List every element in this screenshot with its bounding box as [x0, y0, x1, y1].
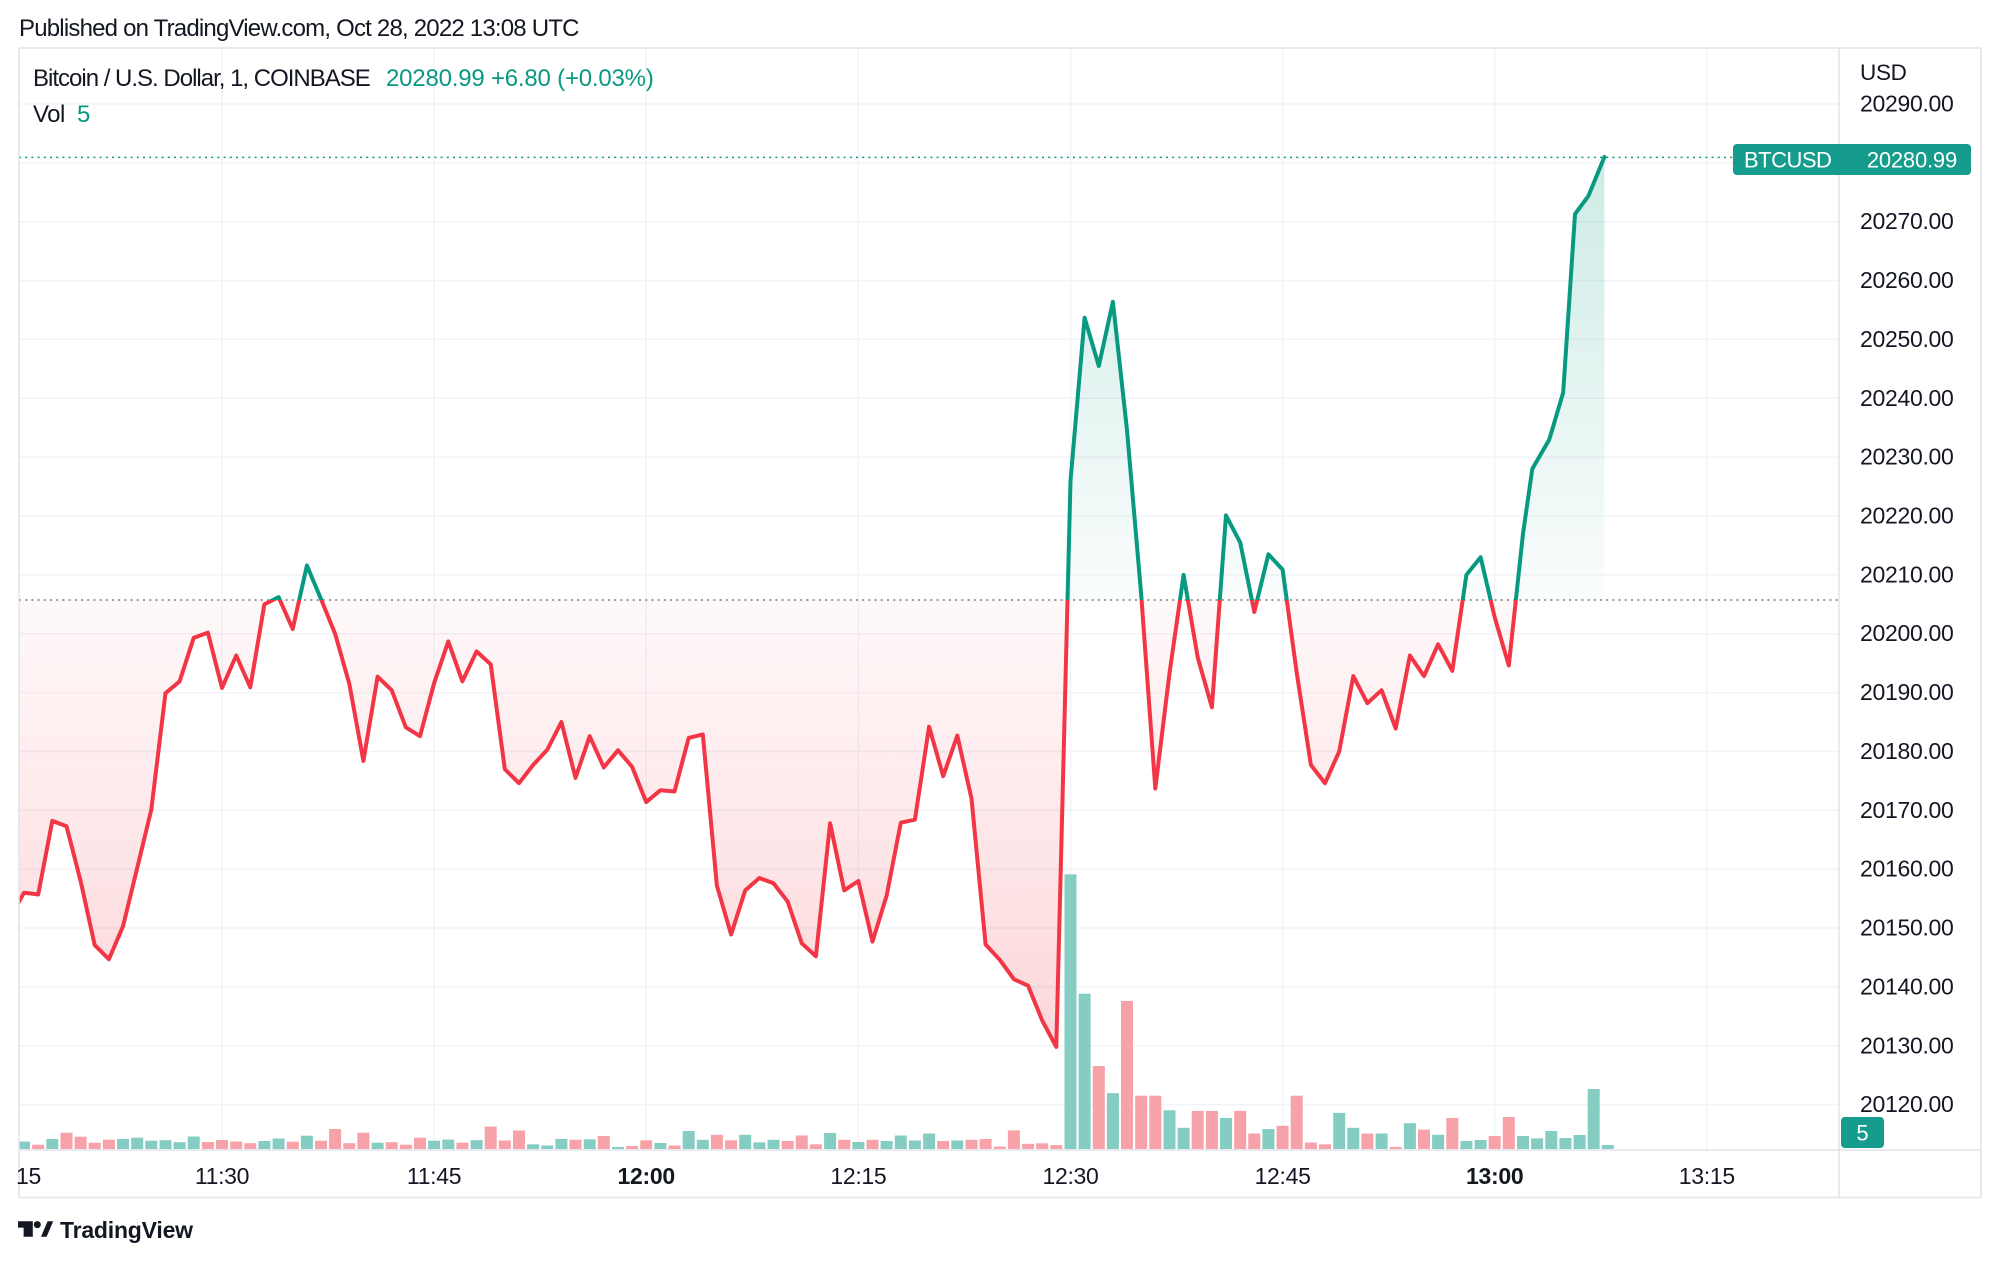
svg-text:20200.00: 20200.00: [1860, 620, 1954, 646]
svg-text:20220.00: 20220.00: [1860, 503, 1954, 529]
svg-text:20290.00: 20290.00: [1860, 91, 1954, 117]
svg-text:Vol: Vol: [33, 101, 65, 128]
svg-text:20140.00: 20140.00: [1860, 973, 1954, 999]
svg-text:5: 5: [1856, 1121, 1868, 1146]
svg-text:13:00: 13:00: [1466, 1163, 1523, 1189]
svg-text:12:00: 12:00: [618, 1163, 675, 1189]
svg-text:20260.00: 20260.00: [1860, 267, 1954, 293]
svg-text:20160.00: 20160.00: [1860, 856, 1954, 882]
svg-text:Published on TradingView.com,: Published on TradingView.com, Oct 28, 20…: [19, 15, 579, 42]
svg-text:11:45: 11:45: [407, 1163, 461, 1189]
svg-text:20170.00: 20170.00: [1860, 797, 1954, 823]
svg-text:11:30: 11:30: [195, 1163, 249, 1189]
svg-text:13:15: 13:15: [1679, 1163, 1735, 1189]
svg-text:TradingView: TradingView: [60, 1217, 193, 1243]
svg-text:20130.00: 20130.00: [1860, 1032, 1954, 1058]
svg-text:Bitcoin / U.S. Dollar, 1, COIN: Bitcoin / U.S. Dollar, 1, COINBASE: [33, 65, 370, 92]
svg-text:5: 5: [77, 101, 90, 128]
svg-text:20210.00: 20210.00: [1860, 561, 1954, 587]
svg-text:12:15: 12:15: [830, 1163, 886, 1189]
svg-text:20250.00: 20250.00: [1860, 326, 1954, 352]
svg-text:20150.00: 20150.00: [1860, 915, 1954, 941]
svg-text:20270.00: 20270.00: [1860, 208, 1954, 234]
svg-text:BTCUSD: BTCUSD: [1744, 148, 1831, 173]
svg-text:12:45: 12:45: [1255, 1163, 1311, 1189]
svg-text:20190.00: 20190.00: [1860, 679, 1954, 705]
svg-text:20240.00: 20240.00: [1860, 385, 1954, 411]
svg-text:20280.99 +6.80 (+0.03%): 20280.99 +6.80 (+0.03%): [386, 65, 654, 92]
svg-text:20280.99: 20280.99: [1867, 148, 1957, 173]
svg-text:20180.00: 20180.00: [1860, 738, 1954, 764]
svg-text:USD: USD: [1860, 60, 1907, 85]
svg-text:15: 15: [16, 1163, 41, 1189]
svg-text:12:30: 12:30: [1042, 1163, 1098, 1189]
svg-text:20230.00: 20230.00: [1860, 444, 1954, 470]
svg-text:20120.00: 20120.00: [1860, 1091, 1954, 1117]
